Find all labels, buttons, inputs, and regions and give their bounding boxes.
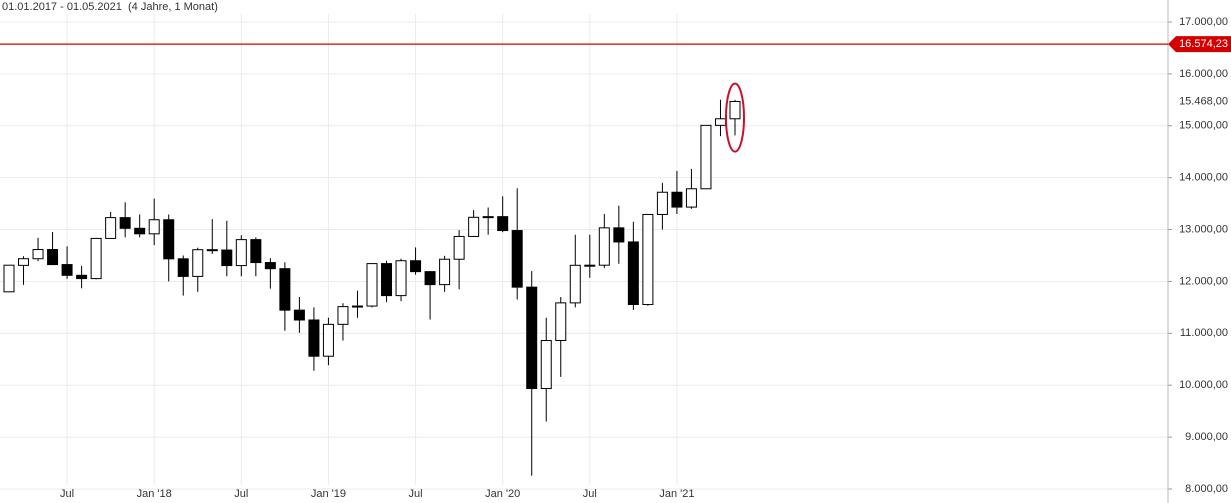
candle-body [90, 237, 102, 280]
y-tick-label: 16.000,00 [1179, 68, 1228, 80]
candle-body [206, 249, 218, 252]
x-tick-label: Jan '21 [659, 488, 694, 500]
candle-body [424, 271, 436, 286]
candle-body [3, 264, 15, 293]
candle-body [322, 323, 334, 357]
highlight-ellipse [725, 82, 745, 153]
x-tick-label: Jul [409, 488, 423, 500]
candle-body [119, 217, 131, 229]
candle-body [76, 274, 88, 280]
x-tick-label: Jul [583, 488, 597, 500]
candle-body [482, 216, 494, 219]
candle-body [308, 319, 320, 357]
last-price-label: 15.468,00 [1179, 95, 1228, 107]
y-tick-label: 11.000,00 [1180, 327, 1228, 339]
candle-body [511, 230, 523, 288]
candle-body [569, 264, 581, 304]
candle-body [671, 191, 683, 208]
candle-body [453, 235, 465, 260]
candle-body [439, 258, 451, 286]
candle-body [293, 309, 305, 321]
candle-body [729, 100, 741, 120]
candle-body [410, 260, 422, 273]
candle-body [366, 263, 378, 307]
y-tick-label: 14.000,00 [1179, 172, 1228, 184]
candle-body [235, 239, 247, 267]
candle-body [627, 241, 639, 305]
chart-title: 01.01.2017 - 01.05.2021 [2, 1, 122, 13]
candle-body [685, 188, 697, 208]
candle-body [714, 118, 726, 126]
candle-body [598, 227, 610, 266]
candle-body [337, 306, 349, 325]
candle-body [540, 339, 552, 390]
candle-body [642, 213, 654, 305]
y-tick-label: 17.000,00 [1179, 16, 1228, 28]
candle-body [395, 260, 407, 297]
candle-body [555, 302, 567, 341]
candle-body [134, 227, 146, 235]
reference-label: 16.574,23 [1179, 38, 1228, 50]
y-tick-label: 10.000,00 [1179, 379, 1228, 391]
candle-body [656, 191, 668, 215]
chart-subtitle: (4 Jahre, 1 Monat) [128, 1, 218, 13]
candle-body [47, 249, 59, 266]
candle-body [250, 239, 262, 264]
candle-body [192, 249, 204, 277]
candle-body [177, 258, 189, 277]
candle-body [32, 249, 44, 260]
candle-body [497, 216, 509, 232]
candle-body [264, 262, 276, 270]
y-tick-label: 8.000,00 [1185, 483, 1228, 495]
candle-body [61, 264, 73, 276]
candle-body [105, 217, 117, 239]
y-tick-label: 13.000,00 [1179, 223, 1228, 235]
candle-body [613, 227, 625, 243]
candle-body [381, 263, 393, 297]
candle-body [526, 286, 538, 390]
y-tick-label: 9.000,00 [1185, 431, 1228, 443]
candle-body [468, 216, 480, 237]
candle-body [163, 219, 175, 260]
candle-body [351, 305, 363, 308]
candle-body [148, 219, 160, 235]
candle-body [221, 249, 233, 267]
x-tick-label: Jan '20 [485, 488, 520, 500]
y-tick-label: 12.000,00 [1179, 275, 1228, 287]
x-tick-label: Jan '18 [137, 488, 172, 500]
x-tick-label: Jan '19 [311, 488, 346, 500]
candle-body [279, 268, 291, 311]
x-tick-label: Jul [60, 488, 74, 500]
y-tick-label: 15.000,00 [1179, 120, 1228, 132]
candle-body [584, 264, 596, 267]
x-tick-label: Jul [234, 488, 248, 500]
candle-body [18, 258, 30, 266]
price-tag [1168, 36, 1231, 53]
candle-body [700, 124, 712, 190]
